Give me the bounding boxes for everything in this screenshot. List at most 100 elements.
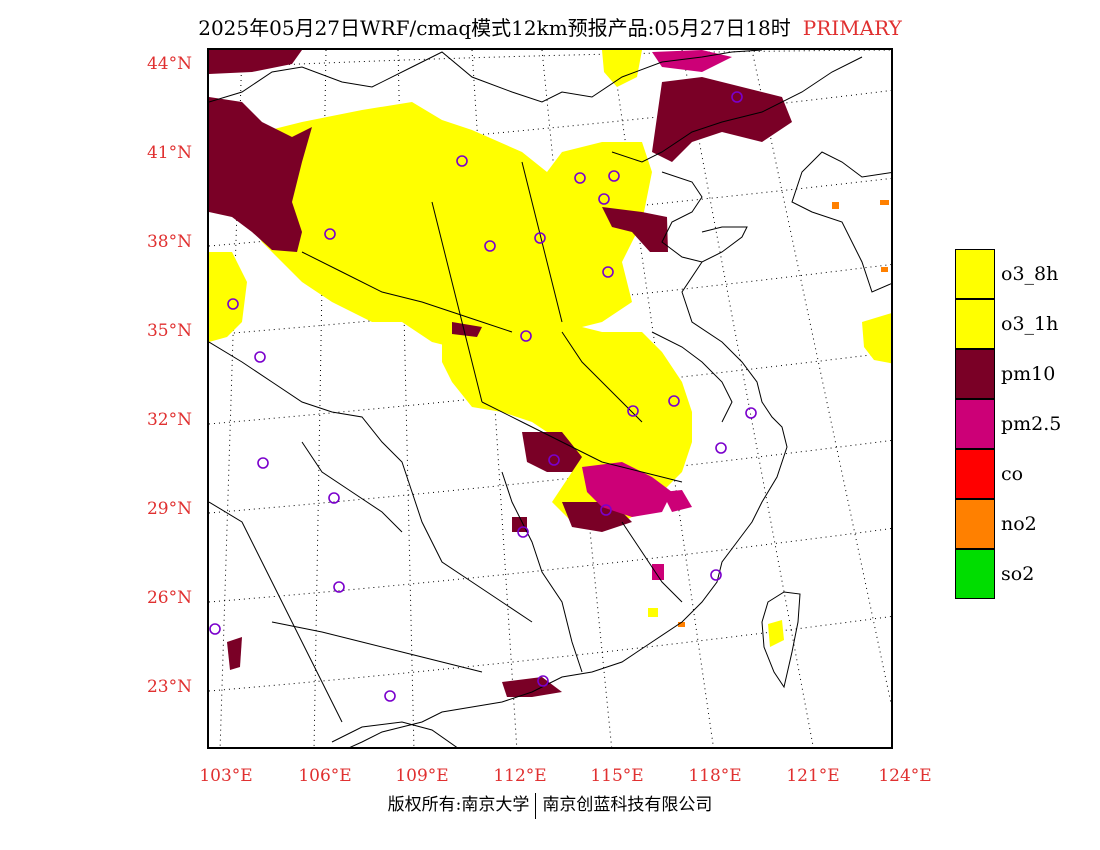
pm10-region-northwest-top <box>209 50 302 74</box>
lon-label-106: 106°E <box>298 766 352 786</box>
station-marker <box>598 193 610 205</box>
pm10-region-central-1 <box>522 432 582 472</box>
pm10-region-northwest <box>209 97 312 252</box>
province-line-13 <box>651 331 733 423</box>
meridian-103 <box>219 50 243 747</box>
station-marker <box>608 170 620 182</box>
pm10-region-southwest <box>227 637 242 670</box>
legend-swatch-co <box>955 449 995 499</box>
graticule <box>209 50 891 747</box>
station-marker <box>534 232 546 244</box>
legend-label-o3-1h: o3_1h <box>1001 313 1059 335</box>
station-marker <box>257 457 269 469</box>
station-markers <box>209 91 757 702</box>
parallel-44 <box>209 50 891 69</box>
northern-border <box>209 50 763 103</box>
station-marker <box>520 330 532 342</box>
station-marker <box>324 228 336 240</box>
legend-label-so2: so2 <box>1001 563 1035 585</box>
legend-label-pm10: pm10 <box>1001 363 1056 385</box>
legend-swatch-o3-1h <box>955 299 995 349</box>
o3-region-northeast <box>602 50 642 87</box>
station-marker <box>668 395 680 407</box>
legend-label-pm25: pm2.5 <box>1001 413 1062 435</box>
legend-label-o3-8h: o3_8h <box>1001 263 1059 285</box>
o3-region-taiwan <box>768 620 784 647</box>
province-line-9 <box>209 501 343 723</box>
meridian-109 <box>397 50 415 747</box>
legend-swatch-pm25 <box>955 399 995 449</box>
station-marker <box>731 91 743 103</box>
lat-label-32: 32°N <box>146 410 192 430</box>
no2-regions <box>678 200 889 627</box>
no2-speck-2 <box>880 200 889 205</box>
province-line-6 <box>481 401 683 483</box>
pm10-region-shandong <box>452 322 482 337</box>
station-marker <box>209 623 221 635</box>
pm10-region-northeast <box>652 77 792 162</box>
legend-label-no2: no2 <box>1001 513 1037 535</box>
station-marker <box>254 351 266 363</box>
lat-label-38: 38°N <box>146 232 192 252</box>
lat-label-26: 26°N <box>146 588 192 608</box>
lon-label-115: 115°E <box>590 766 644 786</box>
station-marker <box>548 454 560 466</box>
title-primary: PRIMARY <box>802 16 902 40</box>
o3-region-south-speck <box>648 608 658 617</box>
pm25-region-north <box>652 50 732 72</box>
coastline-bohai <box>661 171 748 263</box>
title-main: 2025年05月27日WRF/cmaq模式12km预报产品:05月27日18时 <box>198 16 791 40</box>
forecast-map <box>207 48 893 749</box>
footer-right: 南京创蓝科技有限公司 <box>542 795 713 815</box>
station-marker <box>227 298 239 310</box>
station-marker <box>333 581 345 593</box>
boundaries <box>209 50 891 747</box>
station-marker <box>627 405 639 417</box>
no2-speck-3 <box>678 622 685 627</box>
province-line-7 <box>501 471 583 673</box>
footer-divider <box>535 792 537 819</box>
meridian-124 <box>751 50 891 706</box>
province-line-1 <box>209 341 533 623</box>
meridian-112 <box>471 50 518 747</box>
lon-label-103: 103°E <box>199 766 253 786</box>
legend-swatch-o3-8h <box>955 249 995 299</box>
station-marker <box>328 492 340 504</box>
pm10-region-south <box>502 677 562 697</box>
legend-swatch-no2 <box>955 499 995 549</box>
province-line-8 <box>621 521 683 603</box>
province-line-10 <box>301 441 403 533</box>
station-marker <box>517 526 529 538</box>
station-marker <box>710 569 722 581</box>
province-line-12 <box>611 56 863 163</box>
pm10-regions <box>209 50 792 697</box>
pm25-region-fujian <box>652 564 664 580</box>
lon-label-109: 109°E <box>395 766 449 786</box>
pm10-region-beijing <box>602 207 668 252</box>
lat-label-35: 35°N <box>146 321 192 341</box>
station-marker <box>602 266 614 278</box>
station-marker <box>484 240 496 252</box>
parallel-26 <box>209 528 891 603</box>
station-marker <box>384 690 396 702</box>
station-marker <box>574 172 586 184</box>
lon-label-124: 124°E <box>878 766 932 786</box>
no2-speck-1 <box>832 202 839 209</box>
footer-left: 版权所有:南京大学 <box>387 795 530 815</box>
taiwan <box>761 591 801 689</box>
parallel-23 <box>209 616 891 692</box>
legend-swatch-so2 <box>955 549 995 599</box>
pm25-region-anhui <box>662 490 692 512</box>
legend-label-co: co <box>1001 463 1024 485</box>
pm10-region-hunan <box>512 517 527 532</box>
station-marker <box>745 407 757 419</box>
province-line-2 <box>301 251 513 333</box>
meridian-118 <box>611 50 714 747</box>
o3-region-west <box>209 252 247 342</box>
lat-label-29: 29°N <box>146 499 192 519</box>
lon-label-118: 118°E <box>688 766 742 786</box>
o3-region-east-coast <box>862 313 891 364</box>
lat-label-23: 23°N <box>146 677 192 697</box>
meridian-106 <box>313 50 327 747</box>
coastline-east <box>349 261 788 747</box>
